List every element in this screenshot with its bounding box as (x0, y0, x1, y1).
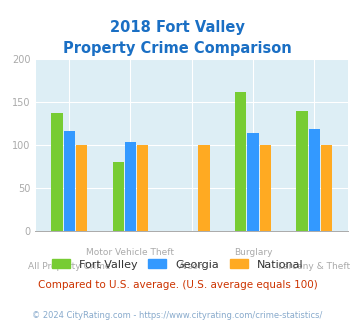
Bar (113, 162, 124, 231)
Text: Compared to U.S. average. (U.S. average equals 100): Compared to U.S. average. (U.S. average … (38, 280, 317, 290)
Bar (235, 92, 246, 231)
Text: All Property Crime: All Property Crime (28, 262, 110, 271)
Text: Motor Vehicle Theft: Motor Vehicle Theft (87, 248, 174, 257)
Legend: Fort Valley, Georgia, National: Fort Valley, Georgia, National (48, 255, 307, 274)
Bar (308, 129, 320, 231)
Bar (198, 145, 209, 231)
Bar (321, 145, 332, 231)
Text: Larceny & Theft: Larceny & Theft (278, 262, 350, 271)
Text: © 2024 CityRating.com - https://www.cityrating.com/crime-statistics/: © 2024 CityRating.com - https://www.city… (32, 311, 323, 320)
Bar (247, 133, 258, 231)
Bar (51, 113, 62, 231)
Text: Arson: Arson (179, 262, 204, 271)
Text: Burglary: Burglary (234, 248, 272, 257)
Bar (76, 145, 87, 231)
Bar (137, 145, 148, 231)
Text: 2018 Fort Valley
Property Crime Comparison: 2018 Fort Valley Property Crime Comparis… (63, 20, 292, 56)
Bar (64, 131, 75, 231)
Bar (260, 145, 271, 231)
Bar (296, 111, 307, 231)
Bar (125, 142, 136, 231)
